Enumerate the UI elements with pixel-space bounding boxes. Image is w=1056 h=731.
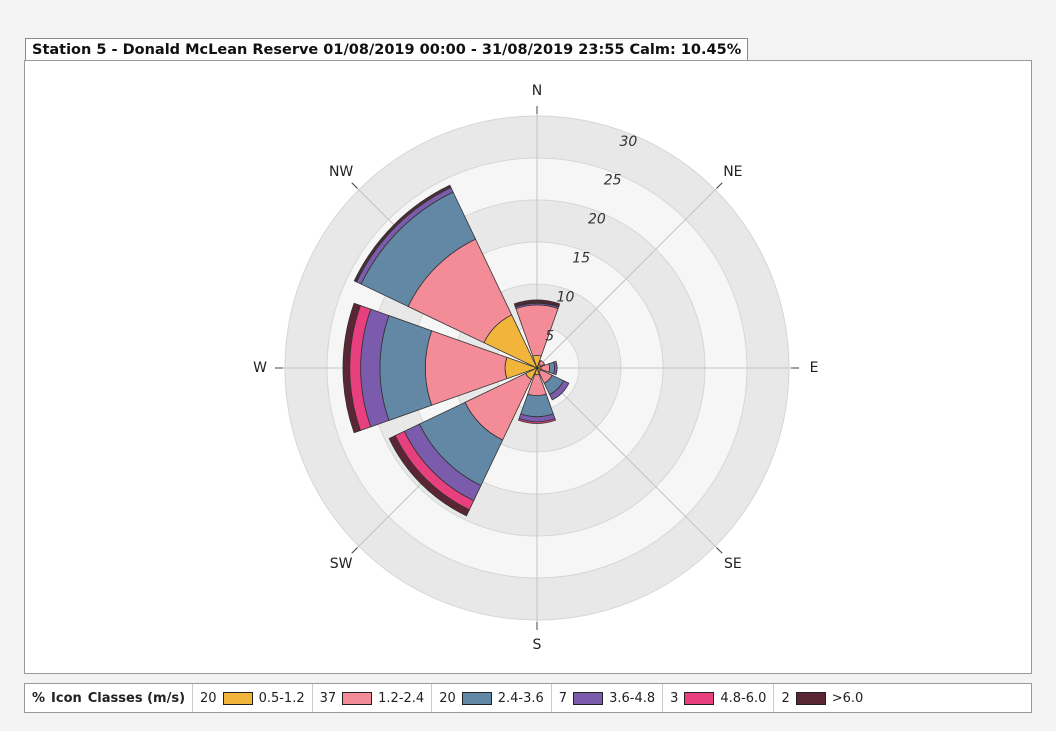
radial-tick-label: 20 [588,212,606,228]
legend-percent: 7 [558,690,568,706]
wedge-segment [549,380,570,401]
legend-item: 20 0.5-1.2 [193,684,313,712]
legend-header: % Icon Classes (m/s) [25,684,194,712]
legend-percent: 20 [439,690,456,706]
radial-tick-label: 25 [604,173,622,189]
legend-header-percent: % [32,690,46,706]
legend-percent: 20 [200,690,217,706]
wedge-segment [379,315,433,421]
wedge-segment [353,184,452,283]
direction-label: NE [723,164,742,180]
wedge-segment [513,299,561,307]
direction-tick [351,182,358,189]
direction-axis [536,367,722,553]
legend-class: 3.6-4.8 [609,690,656,706]
direction-tick [716,182,723,189]
wedge-segment [538,359,546,367]
legend-item: 37 1.2-2.4 [313,684,433,712]
legend-item: 20 2.4-3.6 [432,684,552,712]
radial-tick-label: 15 [572,251,590,267]
wedge-segment [553,360,558,376]
legend-class: 2.4-3.6 [497,690,544,706]
direction-tick [716,547,723,554]
direction-label: N [532,83,542,99]
radial-tick-label: 10 [557,290,575,306]
legend-percent: 3 [670,690,679,706]
legend-icon [222,691,253,705]
direction-label: S [533,637,542,653]
legend-class: 4.8-6.0 [720,690,767,706]
legend-percent: 37 [319,690,337,706]
legend-header-icon: Icon [51,690,82,706]
direction-label: SE [724,556,742,572]
wedge-segment [342,302,361,434]
legend-icon [684,691,715,705]
direction-tick [351,547,358,554]
wedge-segment [388,435,470,517]
legend-item: 7 3.6-4.8 [552,684,664,712]
direction-label: SW [330,556,353,572]
wind-rose: N NE E SE S SW W NW 5 10 15 20 25 30 [253,83,819,653]
chart-title: Station 5 - Donald McLean Reserve 01/08/… [25,38,749,61]
legend-icon [573,691,604,705]
wedge-segment [517,418,557,424]
legend-item: 3 4.8-6.0 [663,684,775,712]
legend-icon [461,691,492,705]
legend-class: 0.5-1.2 [258,690,305,706]
direction-label: E [810,360,819,376]
direction-label: W [253,360,267,376]
direction-axis [536,183,722,369]
legend-header-classes: Classes (m/s) [87,690,186,706]
legend-icon [342,691,373,705]
legend: % Icon Classes (m/s) 20 0.5-1.2 37 1.2-2.4 2… [24,683,1032,713]
legend-percent: 2 [781,690,790,706]
direction-label: NW [329,164,353,180]
radial-tick-label: 30 [619,134,637,150]
legend-item: 2 >6.0 [774,684,870,712]
legend-class: >6.0 [831,690,864,706]
radial-tick-label: 5 [545,328,554,344]
legend-icon [795,691,826,705]
legend-class: 1.2-2.4 [378,690,425,706]
